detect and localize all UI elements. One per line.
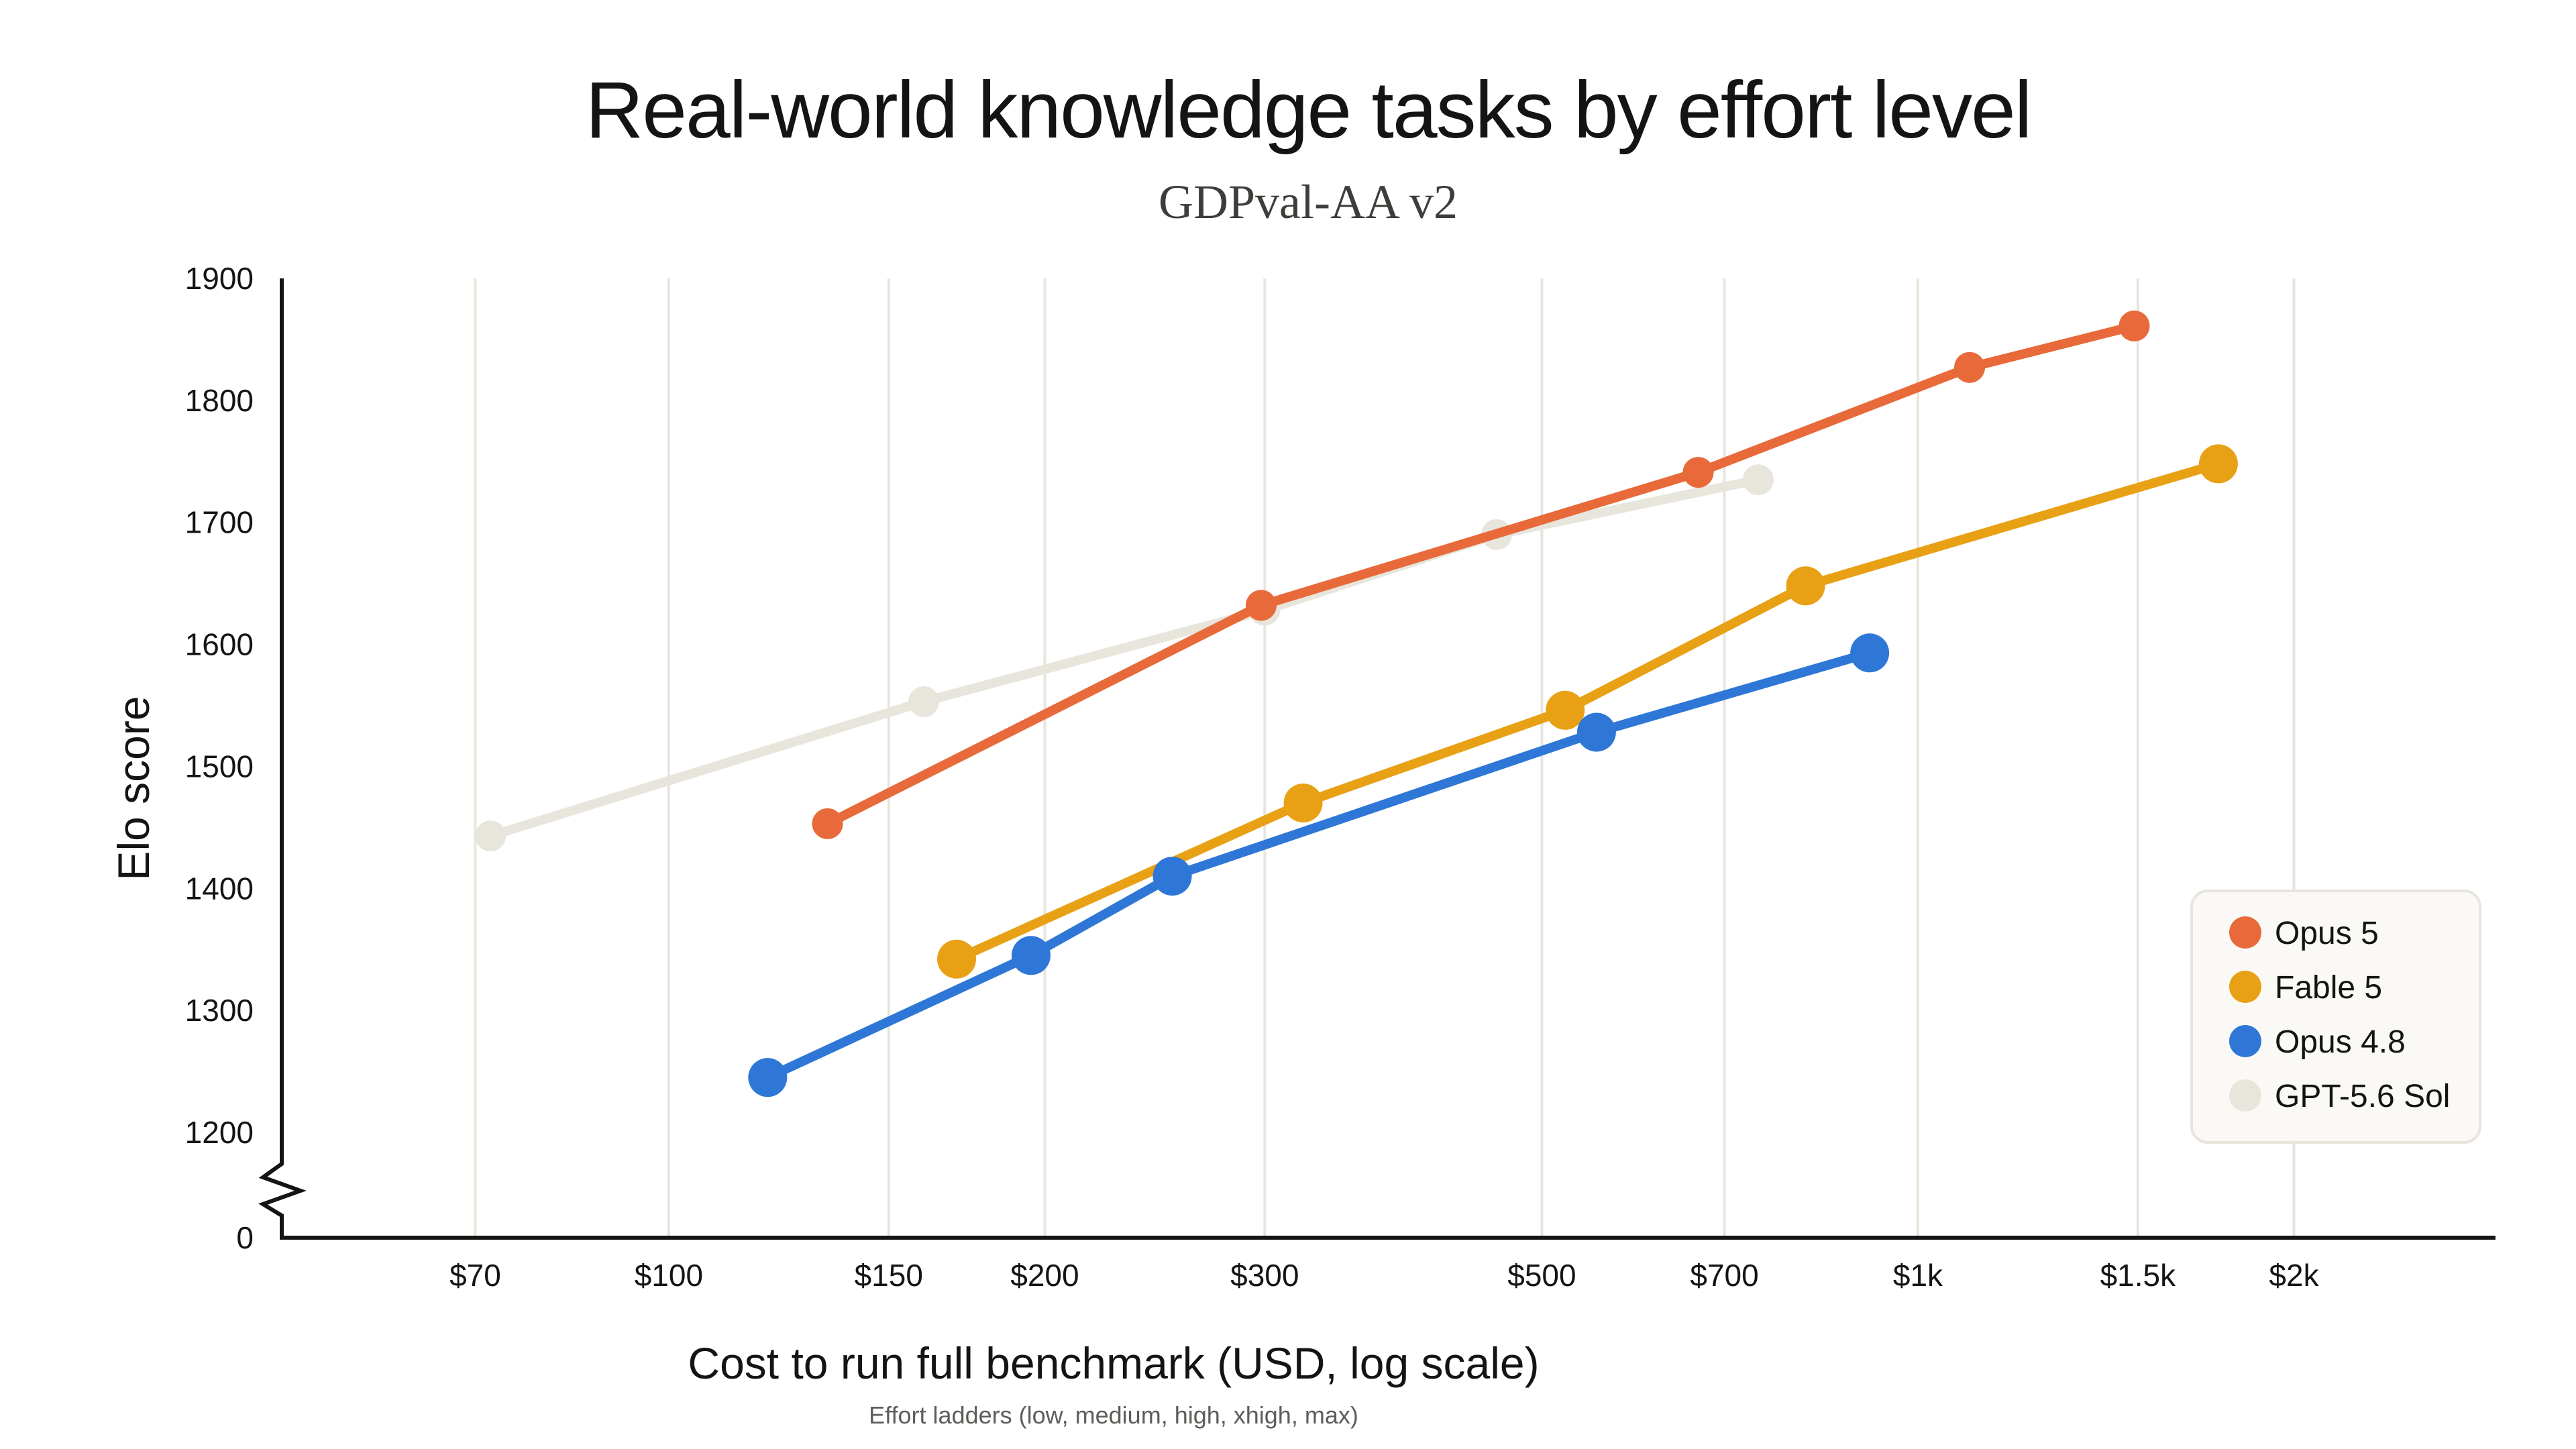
series-fable-5 xyxy=(936,444,2238,979)
legend-box xyxy=(2190,890,2481,1144)
x-tick-label: $70 xyxy=(449,1258,501,1293)
y-tick-label: 1500 xyxy=(185,749,254,784)
y-tick-label: 1600 xyxy=(185,627,254,662)
data-point-fable-5 xyxy=(2198,444,2238,484)
x-tick-label: $150 xyxy=(855,1258,923,1293)
data-point-fable-5 xyxy=(1283,783,1323,822)
tick-labels: $70 $100 $150 $200 $300 $500 $700 $1k $1.5k $2k 19… xyxy=(185,261,2320,1293)
chart-title: Real-world knowledge tasks by effort lev… xyxy=(586,65,2031,155)
data-point-opus-5 xyxy=(1954,352,1986,383)
data-point-opus-4-8 xyxy=(1576,712,1616,752)
data-point-gpt-5-6-sol xyxy=(475,820,506,852)
data-point-opus-5 xyxy=(812,808,843,839)
legend-label: Opus 4.8 xyxy=(2275,1024,2406,1060)
legend-label: GPT-5.6 Sol xyxy=(2275,1079,2450,1114)
chart-subtitle: GDPval-AA v2 xyxy=(1159,175,1458,229)
x-tick-label: $100 xyxy=(635,1258,703,1293)
data-point-opus-4-8 xyxy=(1011,936,1051,975)
legend-swatch xyxy=(2229,1025,2261,1057)
x-tick-label: $2k xyxy=(2269,1258,2319,1293)
series-line-opus-5 xyxy=(822,321,2139,828)
y-axis-title: Elo score xyxy=(109,696,158,880)
x-axis-title: Cost to run full benchmark (USD, log sca… xyxy=(688,1338,1539,1388)
x-tick-label: $1k xyxy=(1893,1258,1943,1293)
series-opus-5 xyxy=(812,310,2150,839)
x-tick-label: $300 xyxy=(1230,1258,1299,1293)
data-point-opus-4-8 xyxy=(748,1058,788,1097)
series-line-fable-5 xyxy=(951,459,2223,964)
legend-swatch xyxy=(2229,916,2261,949)
legend-label: Fable 5 xyxy=(2275,970,2382,1006)
data-series xyxy=(475,310,2238,1097)
data-point-fable-5 xyxy=(1546,690,1585,730)
y-tick-label: 1900 xyxy=(185,261,254,296)
y-tick-label: 1300 xyxy=(185,993,254,1028)
axes xyxy=(258,278,2496,1240)
y-tick-label: 1400 xyxy=(185,871,254,906)
x-tick-label: $1.5k xyxy=(2100,1258,2177,1293)
data-point-opus-5 xyxy=(1245,590,1277,621)
legend-swatch xyxy=(2229,971,2261,1003)
series-line-gpt-5-6-sol xyxy=(486,475,1763,841)
y-tick-label: 1700 xyxy=(185,505,254,540)
y-axis-line xyxy=(258,278,307,1238)
x-tick-label: $200 xyxy=(1010,1258,1079,1293)
data-point-opus-5 xyxy=(2118,310,2150,341)
data-point-opus-4-8 xyxy=(1152,857,1192,896)
legend-label: Opus 5 xyxy=(2275,916,2379,951)
y-tick-label: 1800 xyxy=(185,383,254,418)
x-tick-label: $700 xyxy=(1690,1258,1758,1293)
x-tick-label: $500 xyxy=(1507,1258,1576,1293)
y-axis-break-label: 0 xyxy=(236,1220,254,1255)
data-point-fable-5 xyxy=(936,939,976,979)
series-line-opus-4-8 xyxy=(763,648,1875,1083)
series-opus-4-8 xyxy=(748,633,1890,1097)
legend: Opus 5 Fable 5 Opus 4.8 GPT-5.6 Sol xyxy=(2190,890,2481,1144)
legend-swatch xyxy=(2229,1079,2261,1112)
y-tick-label: 1200 xyxy=(185,1115,254,1150)
data-point-opus-4-8 xyxy=(1850,633,1890,673)
data-point-gpt-5-6-sol xyxy=(1742,464,1774,496)
footnote: Effort ladders (low, medium, high, xhigh… xyxy=(869,1401,1358,1429)
data-point-opus-5 xyxy=(1682,457,1714,488)
data-point-gpt-5-6-sol xyxy=(908,686,939,718)
data-point-fable-5 xyxy=(1786,566,1825,606)
